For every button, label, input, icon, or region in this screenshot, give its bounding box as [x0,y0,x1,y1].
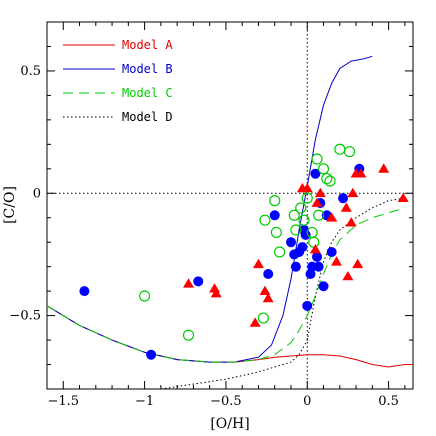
filled-circle-point [269,210,280,221]
open-circle-point [139,290,151,302]
model-c-curve [46,207,406,363]
open-circle-point [324,175,336,187]
filled-circle-point [297,242,308,253]
open-circle-point [182,329,195,341]
open-circle-point [270,226,282,239]
filled-triangle-point [378,163,390,173]
filled-triangle-point [253,258,264,269]
filled-triangle-point [345,217,357,227]
open-circle-point [334,143,346,155]
filled-circle-point [286,237,296,248]
filled-circle-point [290,261,301,272]
open-circle-point [290,224,302,236]
plot-frame [46,21,414,390]
open-circle-point [274,246,286,258]
filled-triangle-point [342,271,354,281]
filled-circle-point [146,349,157,360]
y-tick-label: 0.5 [20,64,41,79]
open-circle-point [343,146,356,158]
x-tick-label: −1.5 [47,394,79,409]
reference-lines [47,22,413,389]
model-b-curve [46,55,373,363]
filled-circle-point [263,269,274,280]
legend: Model A Model B Model C Model D [63,38,173,124]
filled-circle-point [193,276,204,287]
open-circle-point [269,195,281,207]
filled-triangle-point [309,244,321,254]
model-d-legend-label: Model D [122,110,173,124]
filled-circle-point [302,300,313,311]
model-curves [46,55,413,390]
filled-circle-point [318,281,329,292]
filled-triangle-point [262,293,274,303]
x-tick-label: 0 [303,394,311,409]
filled-triangle-point [183,278,194,288]
filled-circle-point [338,193,349,204]
filled-circle-point [79,286,90,297]
open-circle-point [313,209,325,221]
open-circle-point [298,214,310,226]
y-tick-label: −0.5 [9,309,41,324]
filled-triangle-point [352,258,364,269]
x-axis-label: [O/H] [210,416,249,432]
open-circle-point [308,236,320,248]
filled-triangle-point [355,168,367,178]
open-circle-point [288,209,300,221]
filled-triangle-point [301,182,313,193]
filled-triangle-point [210,288,222,298]
open-circle-point [321,172,333,185]
observation-markers [79,143,409,360]
model-a-legend-label: Model A [122,38,173,52]
open-circle-point [311,153,323,165]
y-axis-label: [C/O] [2,186,18,224]
filled-triangle-point [340,202,352,212]
x-tick-label: −1 [135,394,154,409]
model-a-curve [46,305,413,368]
open-circle-point [317,163,330,175]
model-d-curve [160,197,405,390]
open-circle-point [295,202,307,214]
filled-circle-point [310,168,321,179]
x-tick-label: −0.5 [210,394,242,409]
filled-triangle-point [331,256,342,266]
filled-circle-point [326,246,337,257]
filled-circle-point [312,251,323,262]
open-circle-point [259,214,271,226]
filled-triangle-point [314,187,326,198]
open-circle-point [301,192,313,204]
filled-triangle-point [347,187,359,198]
filled-circle-point [300,229,311,240]
filled-triangle-point [311,197,323,207]
filled-triangle-point [259,285,271,295]
y-tick-label: 0 [33,186,41,201]
filled-circle-point [313,261,324,272]
filled-triangle-point [249,317,261,327]
filled-triangle-point [326,212,338,222]
axis-ticks: −1.5 −1 −0.5 0 0.5 −0.5 0 0.5 [9,21,413,409]
open-circle-point [257,312,269,324]
model-c-legend-label: Model C [122,86,173,100]
filled-triangle-point [397,192,409,202]
x-tick-label: 0.5 [378,394,399,409]
model-b-legend-label: Model B [122,62,173,76]
